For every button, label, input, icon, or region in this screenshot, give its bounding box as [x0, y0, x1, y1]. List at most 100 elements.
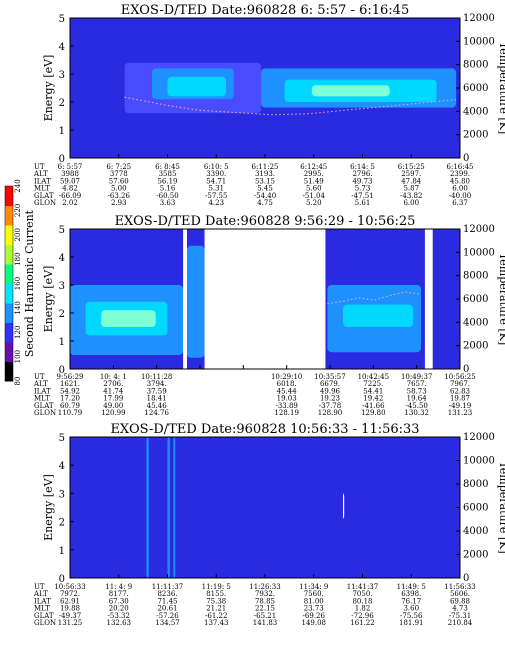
- table-cell: 5.00: [111, 185, 127, 193]
- table-cell: 11: 4: 9: [105, 583, 132, 591]
- table-cell: 54.41: [363, 387, 383, 395]
- table-row-label: GLAT: [34, 402, 54, 410]
- table-cell: 21.21: [206, 605, 226, 613]
- table-cell: -45.50: [405, 402, 427, 410]
- table-cell: 2706.: [103, 380, 123, 388]
- table-cell: 67.30: [109, 597, 129, 605]
- intensity-band: [187, 245, 205, 358]
- table-cell: 137.43: [204, 619, 229, 627]
- table-cell: 6.00: [452, 185, 468, 193]
- table-cell: 10:56:25: [444, 373, 475, 381]
- table-cell: 149.08: [302, 619, 327, 627]
- table-cell: 2995.: [304, 170, 324, 178]
- y2-tick-label: 0: [463, 573, 469, 584]
- temperature-trace: [124, 96, 457, 116]
- table-cell: 49.73: [352, 177, 372, 185]
- table-cell: 134.57: [155, 619, 180, 627]
- table-cell: 9:56:29: [57, 373, 84, 381]
- table-cell: 1621.: [60, 380, 80, 388]
- table-cell: 11:26:33: [249, 583, 280, 591]
- table-cell: 10:56:33: [54, 583, 85, 591]
- table-cell: -60.50: [156, 192, 178, 200]
- colorbar-tick-label: 220: [14, 204, 22, 217]
- table-cell: 54.92: [60, 387, 80, 395]
- table-cell: 19.64: [407, 395, 428, 403]
- table-cell: 5.31: [208, 185, 224, 193]
- table-cell: -40.00: [449, 192, 471, 200]
- y-tick-label: 3: [59, 70, 65, 81]
- colorbar-segment: [5, 283, 13, 304]
- table-cell: 19.42: [363, 395, 383, 403]
- y-tick-label: 0: [59, 574, 65, 585]
- table-cell: 129.80: [361, 409, 386, 417]
- y2-tick-label: 2000: [463, 341, 488, 352]
- table-cell: -65.21: [254, 612, 276, 620]
- colorbar-segment: [5, 264, 13, 284]
- table-cell: 11:34: 9: [299, 583, 328, 591]
- table-cell: 120.99: [101, 409, 126, 417]
- table-cell: 131.25: [58, 619, 83, 627]
- y-tick-label: 1: [59, 546, 65, 557]
- table-cell: 11:11:37: [152, 583, 183, 591]
- table-cell: 7932.: [255, 590, 275, 598]
- table-row-label: UT: [34, 583, 45, 591]
- colorbar-tick-label: 100: [14, 350, 22, 363]
- table-cell: 53.15: [255, 177, 275, 185]
- table-cell: 5.87: [403, 185, 419, 193]
- table-row-label: GLON: [34, 619, 56, 627]
- intensity-band: [343, 493, 345, 519]
- table-row-label: ALT: [33, 380, 48, 388]
- y-tick-label: 1: [59, 337, 65, 348]
- colorbar-segment: [5, 244, 13, 265]
- chart-panel-3: EXOS-D/TED Date:960828 10:56:33 - 11:56:…: [33, 422, 505, 627]
- table-cell: 128.19: [274, 409, 299, 417]
- table-cell: 4.82: [62, 185, 78, 193]
- table-cell: 45.80: [450, 177, 470, 185]
- y-tick-label: 2: [59, 518, 65, 529]
- data-gap: [183, 229, 187, 369]
- table-cell: 10:11:28: [141, 373, 172, 381]
- table-cell: 7657.: [407, 380, 427, 388]
- colorbar-tick-label: 120: [14, 326, 22, 339]
- table-cell: 49.96: [320, 387, 341, 395]
- colorbar-label: Second Harmonic Current: [23, 209, 36, 357]
- table-cell: 20.20: [109, 605, 129, 613]
- table-cell: -54.40: [254, 192, 276, 200]
- table-cell: 5.45: [257, 185, 273, 193]
- colorbar-tick-label: 160: [14, 277, 22, 290]
- table-cell: 51.49: [304, 177, 324, 185]
- table-cell: 17.99: [103, 395, 123, 403]
- table-cell: 69.88: [450, 597, 470, 605]
- table-cell: 18.41: [147, 395, 167, 403]
- table-cell: 6: 8:45: [155, 163, 180, 171]
- table-cell: 6398.: [401, 590, 421, 598]
- table-cell: 6:15:25: [398, 163, 425, 171]
- table-cell: 2796.: [352, 170, 372, 178]
- y-tick-label: 2: [59, 309, 65, 320]
- y2-tick-label: 8000: [463, 271, 488, 282]
- y2-tick-label: 2000: [463, 550, 488, 561]
- table-cell: -37.78: [319, 402, 341, 410]
- colorbar-tick-label: 180: [14, 252, 22, 265]
- table-cell: 6:10: 5: [204, 163, 229, 171]
- table-cell: 8236.: [157, 590, 177, 598]
- chart-title: EXOS-D/TED Date:960828 10:56:33 - 11:56:…: [110, 422, 419, 437]
- colorbar-tick-label: 240: [14, 179, 22, 192]
- table-cell: 54.71: [206, 177, 226, 185]
- table-cell: -41.66: [362, 402, 385, 410]
- table-cell: 81.00: [304, 597, 324, 605]
- table-cell: -51.04: [303, 192, 326, 200]
- table-cell: 45.44: [277, 387, 298, 395]
- y-tick-label: 1: [59, 126, 65, 137]
- table-cell: 3585: [159, 170, 177, 178]
- table-cell: 6:12:45: [300, 163, 327, 171]
- table-row-label: ALT: [33, 590, 48, 598]
- y-tick-label: 4: [59, 42, 65, 53]
- table-cell: 6.00: [403, 199, 419, 207]
- colorbar-tick-label: 80: [14, 377, 22, 386]
- table-cell: 8177.: [109, 590, 129, 598]
- chart-title: EXOS-D/TED Date:960828 6: 5:57 - 6:16:45: [121, 3, 409, 18]
- table-cell: 7967.: [450, 380, 470, 388]
- y-tick-label: 5: [59, 14, 65, 25]
- table-cell: 2597.: [401, 170, 421, 178]
